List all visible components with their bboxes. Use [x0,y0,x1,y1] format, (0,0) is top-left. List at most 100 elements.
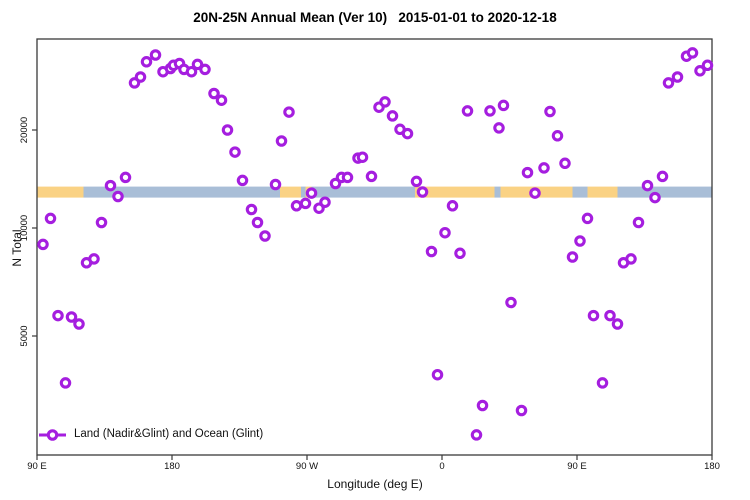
data-point [199,63,211,76]
data-point [251,216,264,229]
data-point [356,151,369,163]
data-point [425,245,438,258]
data-point [52,309,64,322]
data-point [191,58,204,71]
data-point [649,191,661,204]
data-point [604,309,616,322]
data-point [88,253,100,265]
data-point [662,77,675,89]
data-point [208,87,220,100]
data-point [439,226,451,239]
legend-marker-icon [46,429,59,441]
data-point [625,253,637,265]
data-point [259,230,271,242]
data-point [149,49,162,61]
data-point [95,216,108,229]
data-point [386,110,399,122]
data-point [112,190,124,203]
plot-border [36,38,713,456]
x-tick-label: 180 [164,461,180,472]
data-point [529,187,541,199]
data-point [37,238,49,251]
y-tick-label: 20000 [19,117,30,143]
data-point [446,200,459,212]
data-point [701,59,714,72]
data-point [596,377,609,389]
data-point [185,65,198,78]
data-point [59,377,72,389]
data-point [229,146,241,158]
data-point [686,47,699,59]
data-point [671,71,684,83]
data-point [431,368,444,381]
data-point [559,157,571,170]
map-band-segment-ocean [311,186,415,198]
data-point [476,399,489,412]
data-point [365,170,378,183]
data-point [401,127,414,140]
x-tick-label: 180 [704,461,720,472]
data-point [290,200,303,212]
data-point [641,179,654,192]
data-point [65,311,78,323]
data-point [104,179,117,192]
map-band-segment-land [37,186,84,198]
data-point [410,175,423,188]
data-point [611,318,624,330]
map-band-segment-ocean [494,186,501,198]
x-axis-label: Longitude (deg E) [327,477,423,491]
data-point [269,178,282,191]
data-point [538,162,550,174]
data-point [236,174,249,187]
data-point [566,251,579,263]
data-point [574,235,586,247]
data-point [140,56,153,68]
y-axis-label: N Total [10,229,24,267]
data-point [119,171,132,184]
data-point [305,187,318,199]
data-point [134,71,147,83]
data-point [283,106,295,118]
data-point [694,65,706,77]
map-band-segment-land [280,186,301,198]
data-point [299,197,312,210]
map-band-segment-land [587,186,618,198]
data-point [215,94,228,106]
map-band-segment-ocean [617,186,712,198]
data-point [245,203,258,216]
x-tick-label: 0 [439,461,444,472]
data-point [551,130,564,142]
y-tick-label: 10000 [19,215,30,241]
data-point [581,212,594,225]
data-point [521,166,534,179]
data-point [632,216,645,229]
data-point [515,404,528,417]
data-point [319,196,331,208]
map-band-segment-land [415,186,495,198]
data-point [221,124,234,136]
x-tick-label: 90 E [567,461,587,472]
data-point [416,186,429,198]
data-point [454,247,466,260]
legend-label: Land (Nadir&Glint) and Ocean (Glint) [74,428,264,440]
data-point [73,318,85,330]
data-point [493,122,505,134]
data-point [587,309,600,322]
data-point [544,105,556,118]
map-band-segment-ocean [83,186,280,198]
data-point [656,170,669,183]
data-point [497,99,510,112]
data-point [470,429,483,441]
x-tick-label: 90 E [27,461,47,472]
data-point [484,105,496,117]
data-point [275,135,288,147]
y-tick-label: 5000 [19,325,30,346]
data-point [379,96,391,108]
data-point [461,105,474,117]
map-band-segment-ocean [301,186,306,198]
map-band-segment-ocean [572,186,588,198]
chart-title: 20N-25N Annual Mean (Ver 10) 2015-01-01 … [193,10,557,25]
data-point [44,212,57,225]
